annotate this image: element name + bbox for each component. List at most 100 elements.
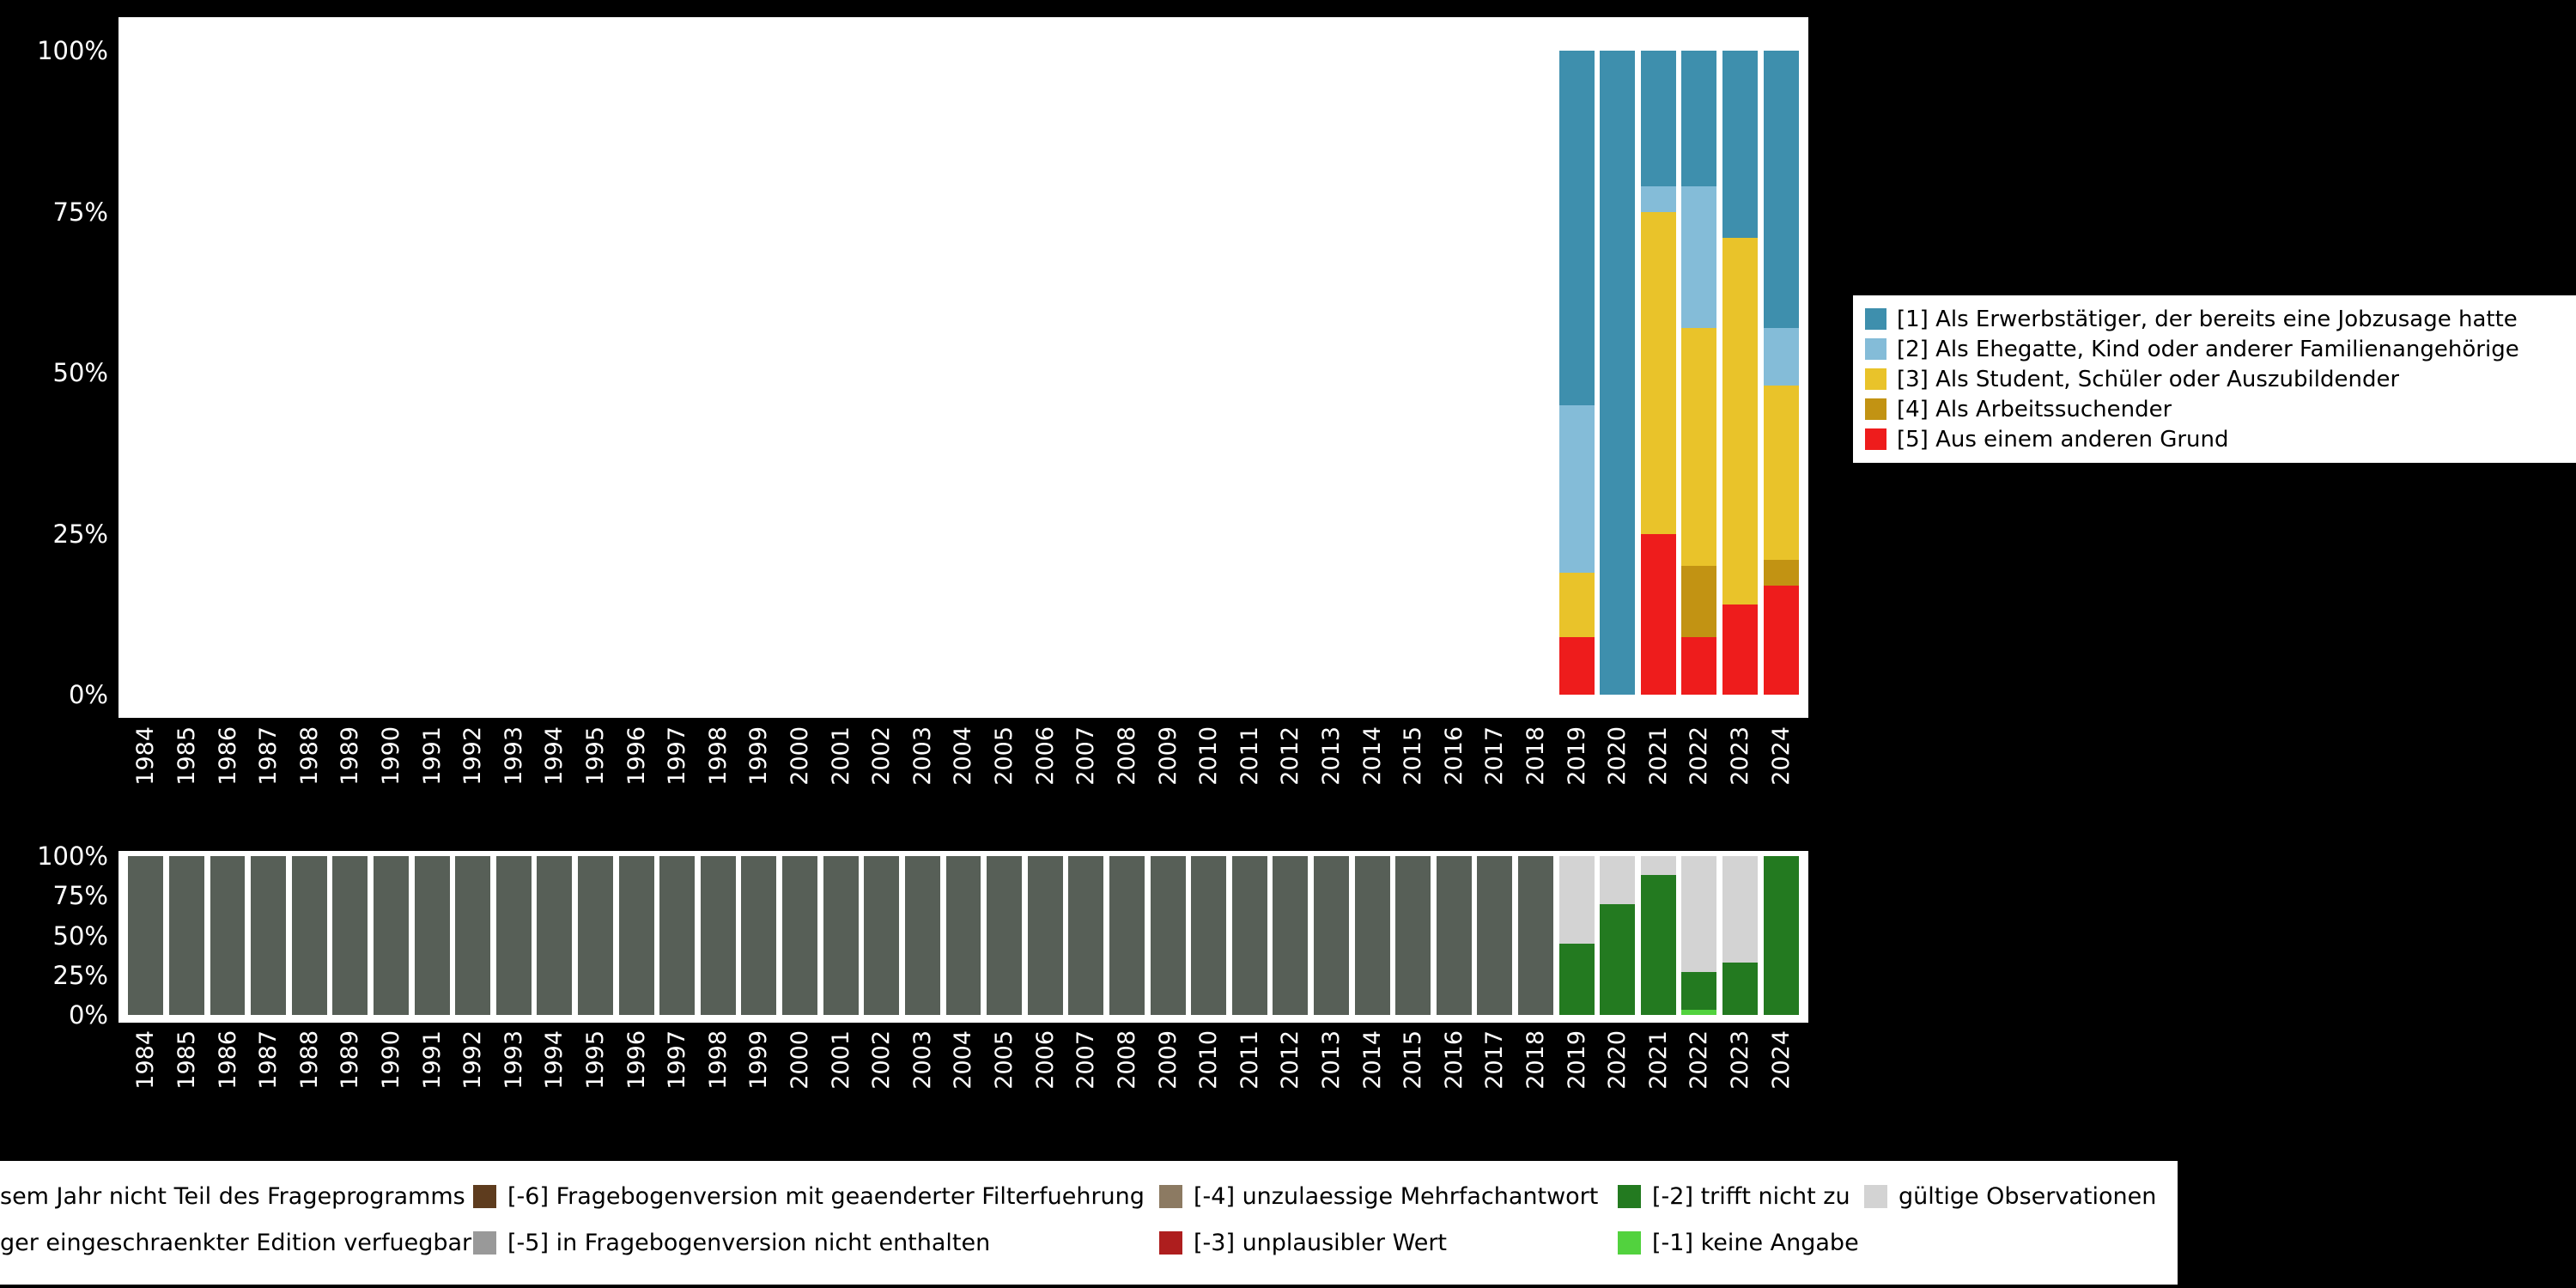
x-axis-year-label: 1986 (214, 726, 241, 786)
stacked-bar (1722, 51, 1759, 695)
x-tick-2010: 2010 (1188, 726, 1230, 825)
x-tick-2005: 2005 (984, 726, 1025, 825)
missing-chart-panel (118, 851, 1808, 1023)
x-axis-year-label: 1991 (418, 726, 446, 786)
stacked-bar (1640, 51, 1676, 695)
x-tick-2024: 2024 (1760, 726, 1801, 825)
bar-segment (1191, 856, 1227, 1015)
bar-1998 (698, 51, 739, 695)
bar-segment (1681, 185, 1717, 328)
legend-swatch-icon (1865, 428, 1886, 450)
bar-segment (1763, 856, 1799, 1015)
stacked-bar (1558, 856, 1595, 1015)
x-axis-year-label: 1997 (664, 1030, 691, 1090)
stacked-bar (1436, 856, 1472, 1015)
x-tick-1992: 1992 (453, 1030, 494, 1129)
legend-label: [3] Als Student, Schüler oder Auszubilde… (1897, 366, 2400, 392)
x-tick-2022: 2022 (1679, 1030, 1720, 1129)
bar-2022 (1679, 856, 1720, 1015)
x-tick-2002: 2002 (861, 1030, 902, 1129)
stacked-bar (168, 856, 204, 1015)
x-tick-1993: 1993 (493, 726, 534, 825)
bar-segment (1681, 51, 1717, 186)
x-tick-2020: 2020 (1597, 1030, 1638, 1129)
x-tick-2007: 2007 (1066, 1030, 1107, 1129)
bar-segment (1395, 856, 1431, 1015)
x-tick-1988: 1988 (289, 1030, 330, 1129)
x-tick-1997: 1997 (657, 1030, 698, 1129)
legend-item: sem Jahr nicht Teil des Frageprogramms (0, 1182, 465, 1211)
bar-2017 (1474, 856, 1516, 1015)
bar-segment (1681, 566, 1717, 637)
bar-2003 (902, 856, 944, 1015)
y-axis-tick-label: 0% (68, 680, 108, 709)
bar-segment (251, 856, 287, 1015)
category-legend: [1] Als Erwerbstätiger, der bereits eine… (1853, 295, 2576, 463)
bar-segment (1640, 185, 1676, 212)
bar-segment (823, 856, 859, 1015)
x-tick-1989: 1989 (330, 1030, 371, 1129)
bar-segment (1681, 327, 1717, 566)
x-tick-1990: 1990 (371, 1030, 412, 1129)
bar-2007 (1066, 51, 1107, 695)
bar-2003 (902, 51, 944, 695)
bar-segment (168, 856, 204, 1015)
bar-segment (782, 856, 818, 1015)
bar-2014 (1352, 51, 1393, 695)
bar-1999 (738, 856, 780, 1015)
x-tick-2001: 2001 (820, 726, 861, 825)
x-tick-2018: 2018 (1516, 726, 1557, 825)
bar-segment (1763, 585, 1799, 695)
x-axis-year-label: 2019 (1563, 1030, 1590, 1090)
x-tick-1991: 1991 (411, 1030, 453, 1129)
bar-2010 (1188, 51, 1230, 695)
bar-2004 (943, 856, 984, 1015)
y-axis-tick-label: 0% (68, 1000, 108, 1030)
x-tick-1998: 1998 (698, 726, 739, 825)
stacked-bar (1027, 856, 1063, 1015)
x-axis-year-label: 2004 (950, 1030, 977, 1090)
bar-1990 (371, 51, 412, 695)
stacked-bar (332, 856, 368, 1015)
x-axis-year-label: 1987 (255, 726, 283, 786)
missing-chart-plot-area (125, 856, 1801, 1015)
bar-1989 (330, 856, 371, 1015)
stacked-bar (1600, 856, 1636, 1015)
bar-2020 (1597, 856, 1638, 1015)
bar-segment (1640, 875, 1676, 1015)
legend-item: [5] Aus einem anderen Grund (1865, 424, 2576, 454)
bar-2016 (1434, 856, 1475, 1015)
bar-segment (1600, 903, 1636, 1015)
x-tick-2001: 2001 (820, 1030, 861, 1129)
legend-swatch-icon (1618, 1184, 1641, 1208)
x-tick-1985: 1985 (167, 726, 208, 825)
x-tick-2024: 2024 (1760, 1030, 1801, 1129)
x-axis-year-label: 2014 (1358, 1030, 1386, 1090)
x-axis-year-label: 2005 (991, 726, 1018, 786)
stacked-bar (1395, 856, 1431, 1015)
x-tick-1992: 1992 (453, 726, 494, 825)
bar-2019 (1556, 856, 1597, 1015)
legend-swatch-icon (1864, 1184, 1887, 1208)
x-axis-year-label: 2016 (1440, 726, 1467, 786)
x-tick-2005: 2005 (984, 1030, 1025, 1129)
bar-1987 (248, 856, 289, 1015)
stacked-bar (1558, 51, 1595, 695)
bar-2005 (984, 856, 1025, 1015)
bar-segment (1681, 636, 1717, 695)
stacked-bar (1681, 856, 1717, 1015)
legend-item: ger eingeschraenkter Edition verfuegbar (0, 1228, 471, 1257)
bar-segment (1109, 856, 1145, 1015)
x-axis-year-label: 2001 (827, 1030, 854, 1090)
x-axis-year-label: 1996 (623, 726, 650, 786)
bar-segment (210, 856, 246, 1015)
bar-segment (1558, 572, 1595, 637)
bar-2005 (984, 51, 1025, 695)
bar-2009 (1147, 856, 1188, 1015)
x-tick-2002: 2002 (861, 726, 902, 825)
bar-2021 (1638, 51, 1680, 695)
legend-label: [-5] in Fragebogenversion nicht enthalte… (507, 1229, 991, 1256)
bar-1996 (616, 51, 657, 695)
x-axis-year-label: 1987 (255, 1030, 283, 1090)
legend-item: [2] Als Ehegatte, Kind oder anderer Fami… (1865, 334, 2576, 364)
